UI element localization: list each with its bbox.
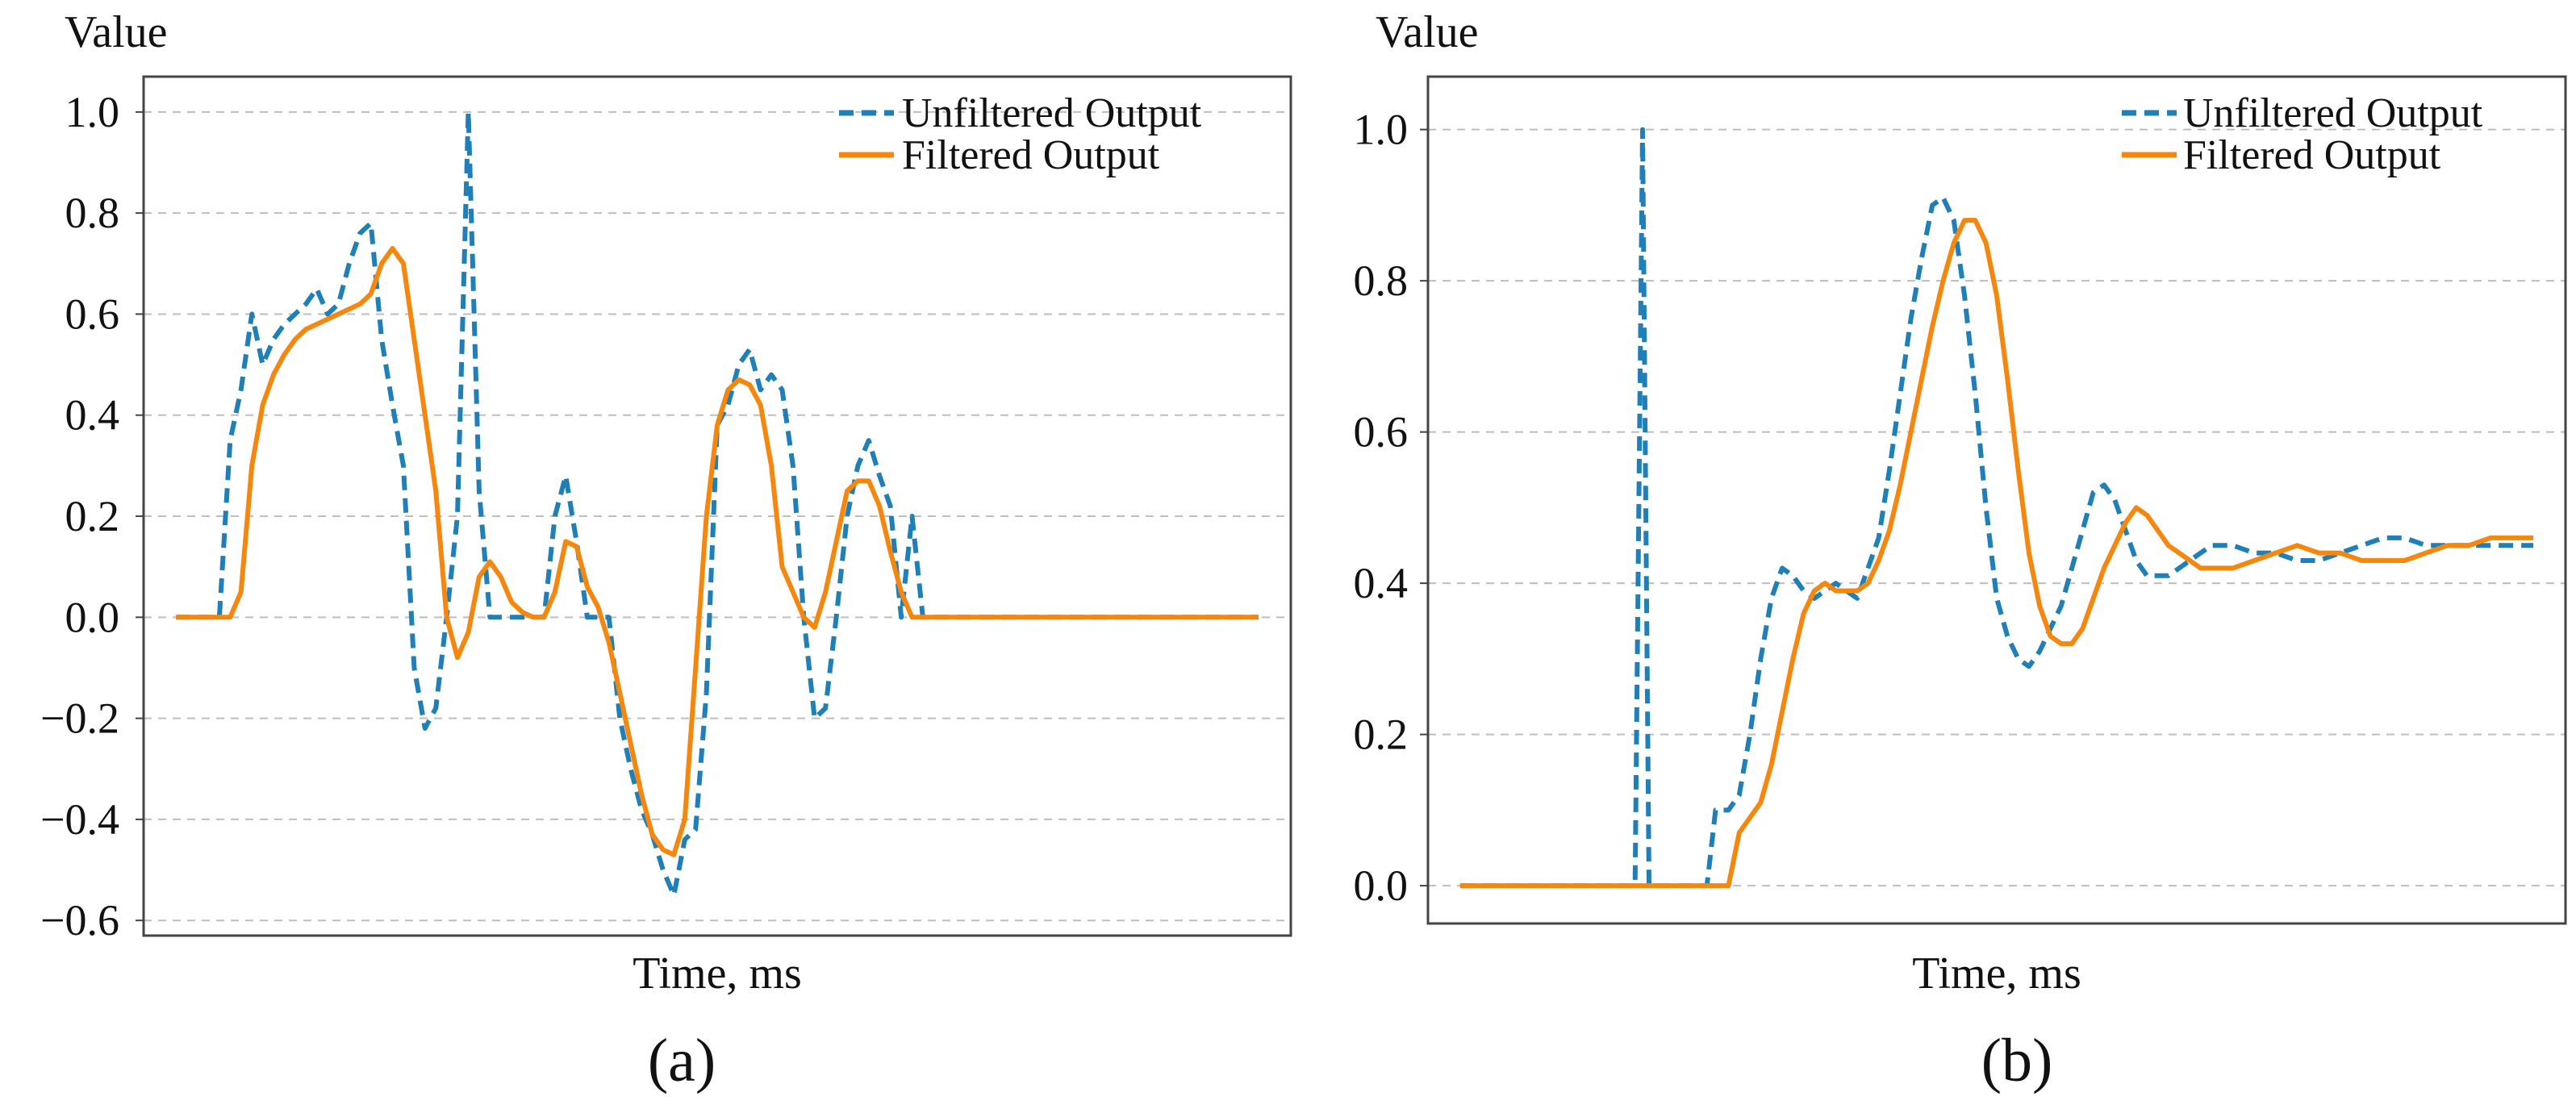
y-tick-label: −0.2 — [40, 694, 119, 743]
gridlines — [144, 110, 1291, 922]
series-line-filtered — [176, 246, 1259, 857]
y-tick-label: 0.8 — [1354, 256, 1409, 305]
y-tick-label: 0.2 — [1354, 711, 1409, 759]
y-tick-label: 0.8 — [65, 189, 120, 237]
series-lines — [1459, 127, 2534, 889]
x-axis-label: Time, ms — [1912, 948, 2081, 999]
series-line-unfiltered — [176, 109, 1259, 898]
y-tick-label: −0.4 — [40, 795, 119, 844]
legend-label-filtered: Filtered Output — [2183, 132, 2441, 178]
y-tick-label: 0.0 — [1354, 861, 1409, 910]
x-axis-label: Time, ms — [633, 948, 802, 999]
legend-label-unfiltered: Unfiltered Output — [2183, 90, 2483, 136]
legend-label-unfiltered: Unfiltered Output — [902, 90, 1202, 136]
y-tick-label: 1.0 — [65, 88, 120, 136]
plot-frame — [142, 75, 1292, 937]
y-tick-label: 0.2 — [65, 492, 120, 540]
y-tick-label: 0.6 — [1354, 408, 1409, 457]
y-axis-label: Value — [1376, 7, 1479, 57]
gridlines — [1428, 128, 2566, 887]
series-line-unfiltered — [1459, 127, 2534, 889]
y-tick-label: 0.0 — [65, 593, 120, 641]
y-tick-label: 1.0 — [1354, 106, 1409, 154]
y-tick-label: 0.4 — [1354, 559, 1409, 607]
plot-frame — [1426, 75, 2567, 925]
legend: Unfiltered Output Filtered Output — [839, 90, 1202, 178]
series-line-filtered — [1459, 218, 2534, 889]
legend: Unfiltered Output Filtered Output — [2122, 90, 2483, 178]
chart-panel-a: Value −0.6 −0.4 −0.2 0.0 0.2 0.4 0.6 0.8 1.0 Unf… — [40, 7, 1292, 1094]
panel-label-a: (a) — [648, 1027, 716, 1094]
y-tick-label: 0.6 — [65, 290, 120, 338]
panel-label-b: (b) — [1981, 1027, 2053, 1094]
chart-panel-b: Value 0.0 0.2 0.4 0.6 0.8 1.0 Unfiltered Outp… — [1354, 7, 2567, 1094]
y-axis-label: Value — [65, 7, 168, 57]
series-lines — [176, 109, 1259, 898]
y-tick-labels: −0.6 −0.4 −0.2 0.0 0.2 0.4 0.6 0.8 1.0 — [40, 88, 144, 944]
y-tick-label: −0.6 — [40, 896, 119, 944]
y-tick-labels: 0.0 0.2 0.4 0.6 0.8 1.0 — [1354, 106, 1428, 910]
y-tick-label: 0.4 — [65, 391, 120, 440]
legend-label-filtered: Filtered Output — [902, 132, 1160, 178]
